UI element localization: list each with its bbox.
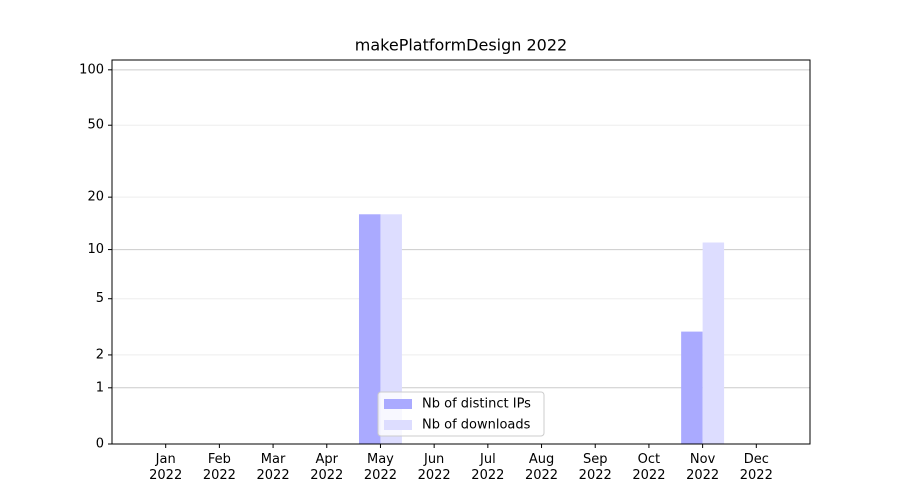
x-tick-label: Dec 2022	[739, 452, 773, 483]
plot-frame	[111, 59, 811, 445]
x-tick-label: Sep 2022	[578, 452, 612, 483]
x-tick-label: May 2022	[363, 452, 397, 483]
y-tick-label: 50	[87, 118, 104, 133]
x-tick-label: Jul 2022	[471, 452, 505, 483]
y-tick-label: 100	[79, 62, 104, 77]
bar	[702, 242, 725, 444]
x-tick-label: Nov 2022	[686, 452, 720, 483]
y-tick-label: 2	[96, 347, 104, 362]
legend-box	[377, 391, 545, 437]
legend-label: Nb of downloads	[422, 418, 531, 433]
x-tick-label: Mar 2022	[256, 452, 290, 483]
bar	[681, 331, 703, 444]
x-tick-label: Apr 2022	[310, 452, 344, 483]
y-tick-label: 10	[87, 242, 104, 257]
bar	[358, 214, 381, 444]
x-tick-label: Aug 2022	[524, 452, 559, 483]
y-tick-label: 20	[87, 190, 104, 205]
y-tick-label: 0	[96, 437, 104, 452]
bar	[380, 214, 402, 444]
x-tick-label: Feb 2022	[202, 452, 236, 483]
chart-title: makePlatformDesign 2022	[355, 36, 567, 55]
legend-label: Nb of distinct IPs	[422, 397, 531, 412]
y-tick-label: 5	[96, 291, 104, 306]
x-tick-label: Oct 2022	[632, 452, 666, 483]
y-tick-label: 1	[96, 380, 104, 395]
x-tick-label: Jun 2022	[417, 452, 451, 483]
legend-swatch	[384, 399, 412, 409]
legend-swatch	[384, 420, 412, 430]
legend: Nb of distinct IPs Nb of downloads	[377, 391, 545, 437]
x-tick-label: Jan 2022	[149, 452, 183, 483]
